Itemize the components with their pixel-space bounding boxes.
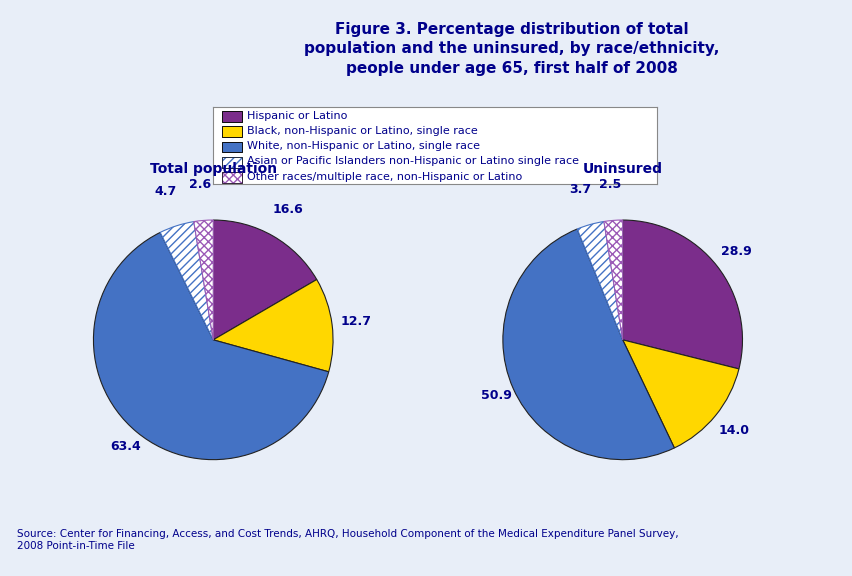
Text: 2.5: 2.5 <box>599 178 621 191</box>
Text: White, non-Hispanic or Latino, single race: White, non-Hispanic or Latino, single ra… <box>246 141 479 151</box>
Text: Hispanic or Latino: Hispanic or Latino <box>246 111 347 121</box>
Bar <box>222 172 242 183</box>
Text: 50.9: 50.9 <box>481 389 511 402</box>
Text: 2.6: 2.6 <box>189 178 211 191</box>
Title: Uninsured: Uninsured <box>582 162 662 176</box>
Text: 16.6: 16.6 <box>272 203 302 217</box>
Bar <box>222 142 242 153</box>
Bar <box>222 157 242 168</box>
Text: 12.7: 12.7 <box>340 315 371 328</box>
Wedge shape <box>622 220 741 369</box>
Text: 28.9: 28.9 <box>720 245 751 258</box>
Text: Black, non-Hispanic or Latino, single race: Black, non-Hispanic or Latino, single ra… <box>246 126 477 136</box>
Wedge shape <box>503 229 674 460</box>
Wedge shape <box>213 220 316 340</box>
Bar <box>222 157 242 168</box>
Bar <box>222 111 242 122</box>
Wedge shape <box>160 222 213 340</box>
Bar <box>222 126 242 137</box>
Text: Figure 3. Percentage distribution of total
population and the uninsured, by race: Figure 3. Percentage distribution of tot… <box>304 22 718 76</box>
Text: 4.7: 4.7 <box>154 185 176 198</box>
Bar <box>222 126 242 137</box>
Wedge shape <box>603 220 622 340</box>
Wedge shape <box>193 220 213 340</box>
Text: 3.7: 3.7 <box>569 183 591 196</box>
Text: Asian or Pacific Islanders non-Hispanic or Latino single race: Asian or Pacific Islanders non-Hispanic … <box>246 156 578 166</box>
Wedge shape <box>577 222 622 340</box>
Wedge shape <box>94 232 328 460</box>
Bar <box>222 172 242 183</box>
Wedge shape <box>622 340 738 448</box>
Text: 14.0: 14.0 <box>717 425 749 437</box>
Text: Other races/multiple race, non-Hispanic or Latino: Other races/multiple race, non-Hispanic … <box>246 172 521 181</box>
Text: Source: Center for Financing, Access, and Cost Trends, AHRQ, Household Component: Source: Center for Financing, Access, an… <box>17 529 678 551</box>
Bar <box>222 142 242 153</box>
Text: 63.4: 63.4 <box>110 439 141 453</box>
Bar <box>222 111 242 122</box>
Title: Total population: Total population <box>149 162 277 176</box>
Wedge shape <box>213 279 332 372</box>
